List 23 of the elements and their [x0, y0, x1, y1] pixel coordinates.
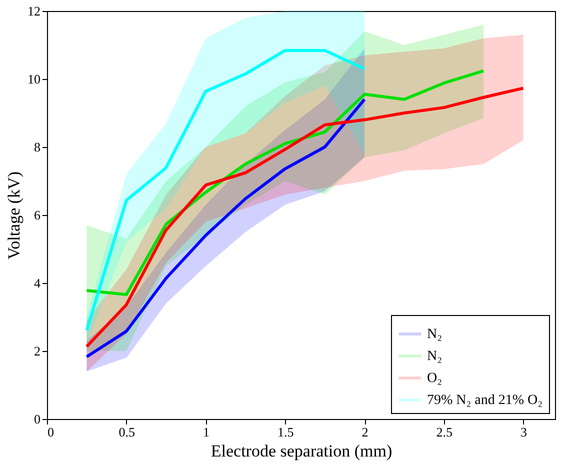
line-series: [85, 98, 366, 358]
y-tick-label: 4: [34, 276, 41, 290]
legend-label: O₂: [427, 371, 442, 386]
y-tick-label: 10: [28, 72, 40, 86]
line-series: [85, 86, 525, 348]
x-tick-label: 1: [203, 424, 210, 440]
line-series: [85, 69, 486, 296]
y-tick-label: 12: [28, 4, 40, 18]
legend-label: N₂: [427, 349, 442, 364]
x-tick-label: 0.5: [118, 424, 135, 440]
x-axis-title: Electrode separation (mm): [210, 442, 392, 460]
y-axis-title: Voltage (kV): [4, 172, 24, 260]
x-tick-label: 3: [520, 424, 527, 440]
x-tick-label: 0: [48, 424, 54, 440]
legend-label: N₂: [427, 327, 442, 342]
y-tick-label: 0: [34, 412, 40, 426]
y-tick-label: 6: [34, 208, 41, 222]
y-tick-label: 8: [34, 140, 40, 154]
x-tick-label: 2: [362, 424, 368, 440]
legend-label: 79% N₂ and 21% O₂: [427, 393, 543, 408]
x-tick-label: 2.5: [436, 424, 452, 440]
y-tick-label: 2: [34, 344, 40, 358]
x-tick-label: 1.5: [278, 424, 294, 440]
